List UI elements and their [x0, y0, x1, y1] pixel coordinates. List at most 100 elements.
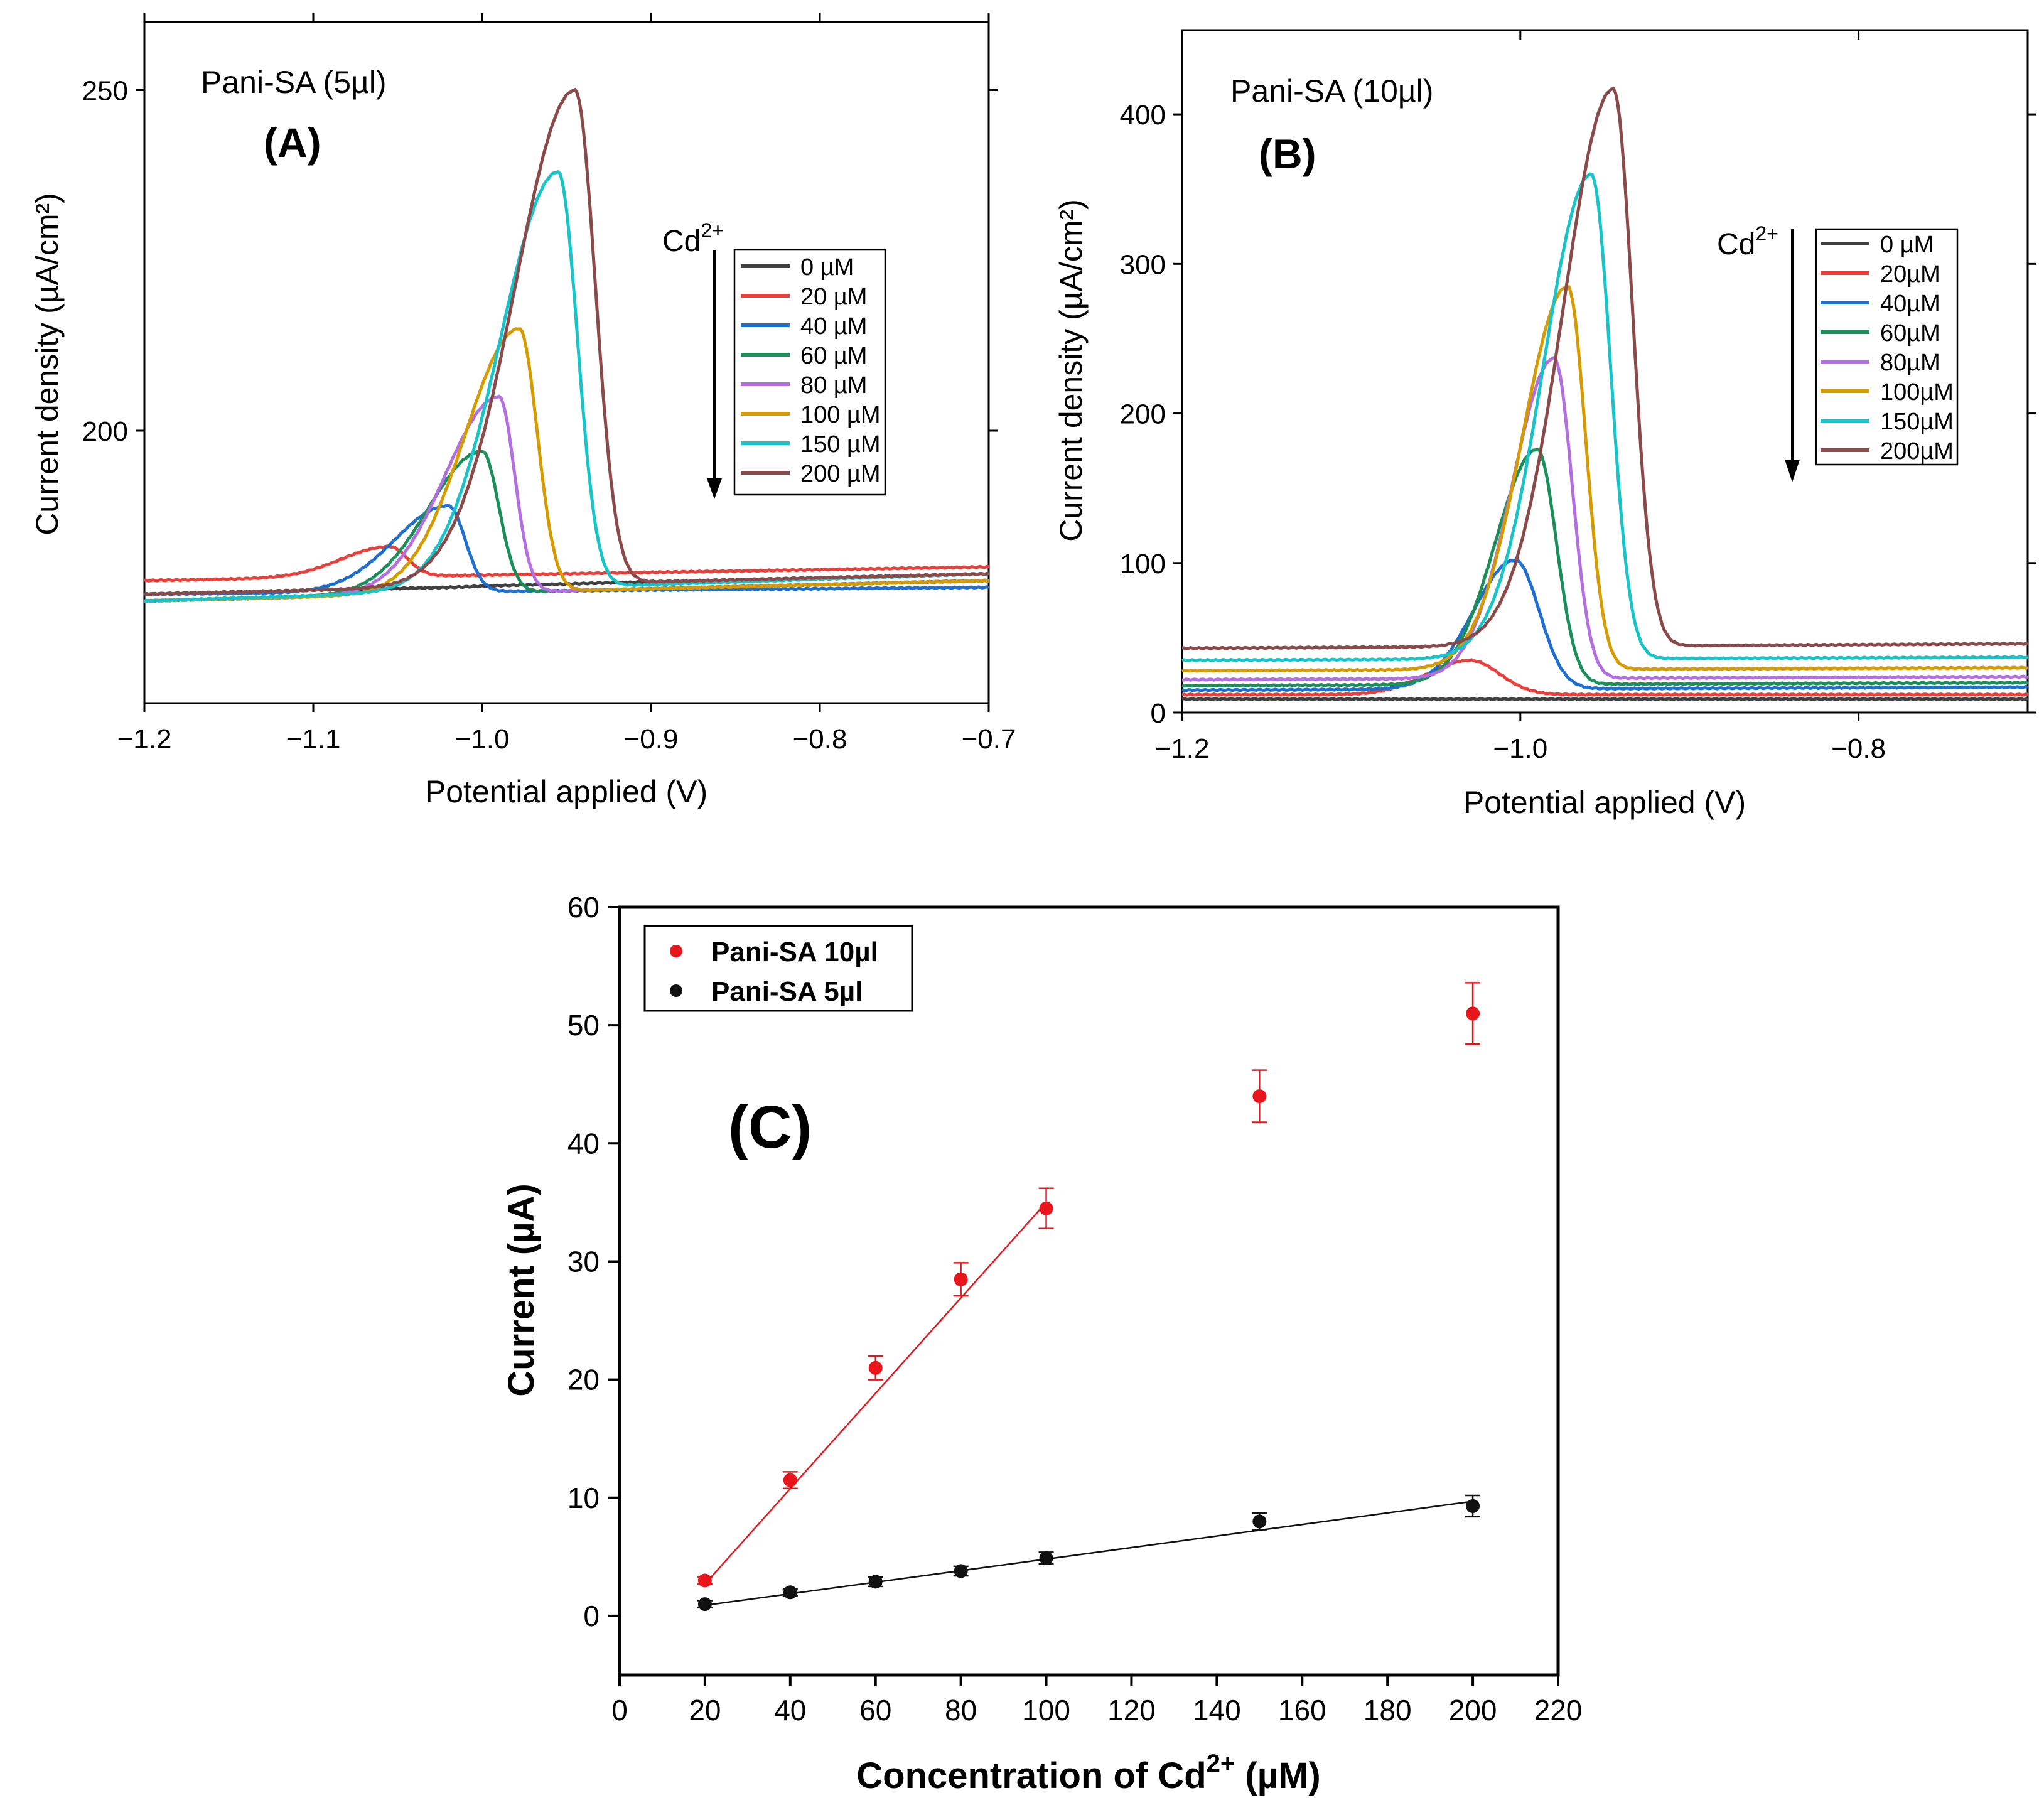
- x-tick-label: 120: [1107, 1694, 1156, 1726]
- legend-label: 40 µM: [800, 313, 867, 340]
- legend-label: 150 µM: [800, 431, 881, 458]
- panel-b-title: Pani-SA (10µl): [1230, 73, 1433, 109]
- series-line: [1181, 658, 2028, 697]
- legend-label: Pani-SA 5µl: [711, 976, 863, 1007]
- panel-a: −1.2 −1.1 −1.0 −0.9 −0.8 −0.7 200 250 Pani-SA (…: [30, 13, 1016, 809]
- legend-label: 60 µM: [800, 343, 867, 369]
- series-line: [1181, 448, 2028, 688]
- panel-c: 0 20 40 60 80 100 120 140 160 180 200 220 0 10 20 30 40 5…: [501, 891, 1582, 1796]
- data-point: [954, 1564, 968, 1578]
- panel-a-ylabel: Current density (µA/cm²): [30, 193, 65, 536]
- panel-a-arrow-label: Cd2+: [662, 219, 724, 258]
- legend-label: 150µM: [1880, 409, 1954, 435]
- series-line: [1181, 172, 2028, 662]
- x-tick-label: 180: [1364, 1694, 1412, 1726]
- x-tick-label: −1.1: [286, 724, 341, 755]
- x-tick-label: −1.2: [117, 724, 172, 755]
- legend-label: 0 µM: [800, 254, 854, 281]
- fit-line: [704, 1202, 1047, 1585]
- data-point: [783, 1585, 797, 1600]
- panel-a-frame: [143, 21, 990, 704]
- panel-c-data: [697, 982, 1481, 1612]
- panel-b-xlabel: Potential applied (V): [1463, 785, 1746, 820]
- legend-label: 200µM: [1880, 438, 1954, 465]
- x-tick-label: 220: [1534, 1694, 1583, 1726]
- y-tick-label: 0: [1151, 698, 1166, 729]
- panel-a-arrow-head: [707, 478, 722, 499]
- panel-a-title: Pani-SA (5µl): [201, 65, 387, 100]
- legend-label: 100µM: [1880, 379, 1954, 406]
- panel-b-frame: [1181, 29, 2029, 714]
- panel-b-legend: [1815, 228, 1959, 466]
- panel-c-legend-items: Pani-SA 10µl Pani-SA 5µl: [670, 937, 878, 1007]
- x-tick-label: 140: [1193, 1694, 1241, 1726]
- legend-label: 80µM: [1880, 350, 1940, 376]
- panel-b: −1.2 −1.0 −0.8 0 100 200 300 400 Pani-SA (10µl)…: [1053, 29, 2036, 820]
- x-tick-label: 100: [1022, 1694, 1070, 1726]
- legend-label: 40µM: [1880, 291, 1940, 317]
- x-tick-label: 200: [1449, 1694, 1497, 1726]
- data-point: [1466, 1499, 1480, 1513]
- panel-a-ticks: −1.2 −1.1 −1.0 −0.9 −0.8 −0.7 200 250: [82, 13, 1016, 755]
- panel-b-legend-items: 0 µM 20µM 40µM 60µM 80µM 100µM 150µM 200µM: [1821, 232, 1954, 465]
- data-point: [1252, 1514, 1267, 1529]
- panel-c-ticks: 0 20 40 60 80 100 120 140 160 180 200 220 0 10 20 30 40 5…: [567, 891, 1583, 1726]
- y-tick-label: 200: [82, 416, 128, 447]
- data-point: [1252, 1089, 1267, 1104]
- x-tick-label: −1.2: [1155, 733, 1210, 764]
- series-line: [1181, 697, 2028, 701]
- legend-label: 100 µM: [800, 402, 881, 428]
- legend-label: 60µM: [1880, 320, 1940, 347]
- y-tick-label: 60: [567, 891, 600, 924]
- panel-b-label: (B): [1259, 131, 1316, 177]
- legend-label: Pani-SA 10µl: [711, 937, 878, 967]
- y-tick-label: 50: [567, 1009, 600, 1042]
- x-tick-label: −0.8: [793, 724, 847, 755]
- legend-marker: [670, 984, 682, 997]
- data-point: [868, 1575, 883, 1589]
- panel-c-frame: [618, 905, 1560, 1677]
- data-point: [868, 1360, 883, 1375]
- panel-a-legend: [733, 249, 886, 496]
- x-tick-label: 20: [689, 1694, 721, 1726]
- panel-c-label: (C): [728, 1094, 812, 1161]
- series-line: [1181, 355, 2028, 682]
- y-tick-label: 250: [82, 76, 128, 107]
- x-tick-label: −0.9: [624, 724, 679, 755]
- x-tick-label: 0: [611, 1694, 628, 1726]
- series-line: [144, 87, 989, 596]
- panel-b-ticks: −1.2 −1.0 −0.8 0 100 200 300 400: [1120, 31, 2036, 764]
- y-tick-label: 400: [1120, 100, 1166, 131]
- legend-label: 0 µM: [1880, 232, 1934, 258]
- x-tick-label: −1.0: [1493, 733, 1547, 764]
- y-tick-label: 40: [567, 1127, 600, 1160]
- y-tick-label: 200: [1120, 399, 1166, 430]
- legend-label: 20µM: [1880, 261, 1940, 288]
- x-tick-label: −0.7: [962, 724, 1016, 755]
- data-point: [1039, 1201, 1053, 1215]
- panel-a-curves: [144, 87, 989, 603]
- panel-b-curves: [1181, 86, 2028, 701]
- series-line: [144, 544, 989, 583]
- legend-marker: [670, 945, 682, 957]
- panel-a-label: (A): [264, 119, 321, 166]
- panel-c-xlabel: Concentration of Cd2+ (µM): [856, 1750, 1321, 1796]
- panel-b-ylabel: Current density (µA/cm²): [1053, 199, 1089, 542]
- series-line: [1182, 86, 2028, 650]
- data-point: [1466, 1006, 1480, 1021]
- y-tick-label: 30: [567, 1245, 600, 1278]
- data-point: [783, 1473, 797, 1487]
- data-point: [1039, 1551, 1053, 1565]
- panel-c-ylabel: Current (µA): [501, 1183, 542, 1397]
- series-line: [1181, 284, 2028, 673]
- panel-a-xlabel: Potential applied (V): [425, 774, 707, 809]
- y-tick-label: 300: [1120, 249, 1166, 280]
- data-point: [697, 1573, 712, 1588]
- series-line: [1181, 558, 2028, 692]
- data-point: [954, 1272, 968, 1286]
- panel-b-arrow-label: Cd2+: [1717, 222, 1778, 261]
- panel-c-legend: [643, 925, 913, 1012]
- fit-line: [704, 1500, 1473, 1607]
- y-tick-label: 10: [567, 1482, 600, 1514]
